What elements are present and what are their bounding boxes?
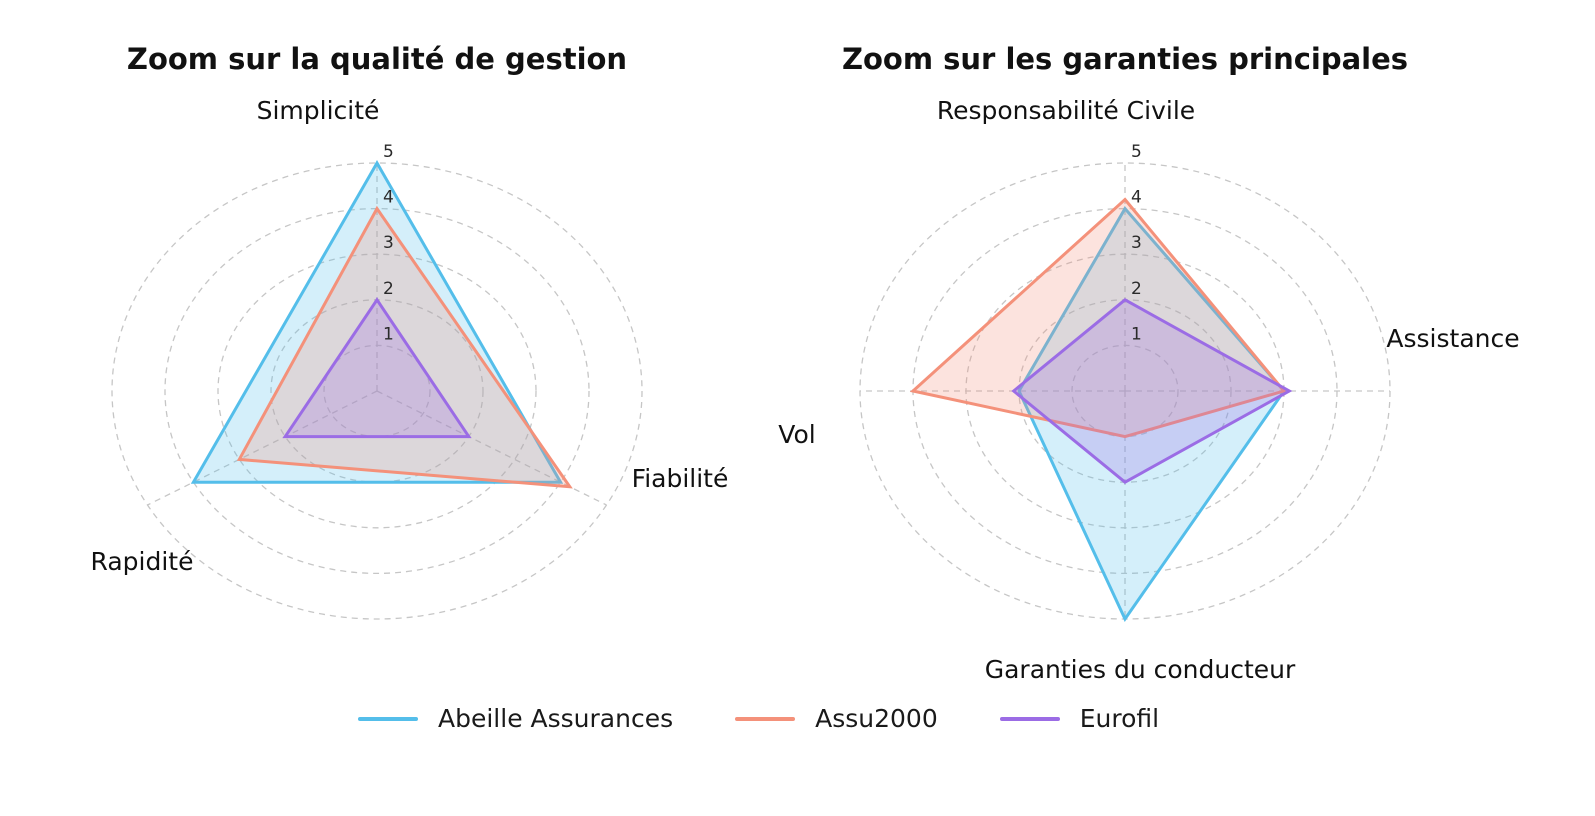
grid-ring-4: [164, 207, 590, 575]
series-polygon-abeille-assurances: [1017, 206, 1286, 622]
tick-label-3: 3: [1131, 233, 1142, 253]
axis-label-vol: Vol: [778, 420, 815, 449]
legend-line-sample: [735, 716, 796, 721]
series-polygon-assu2000: [909, 197, 1287, 439]
tick-label-4: 4: [1131, 188, 1142, 208]
series-polygon-abeille-assurances: [190, 159, 564, 484]
right-chart-title: Zoom sur les garanties principales: [841, 42, 1409, 76]
legend-item-eurofil[interactable]: Eurofil: [999, 704, 1160, 733]
legend-label: Eurofil: [1079, 704, 1160, 733]
legend-line-sample: [999, 716, 1060, 721]
legend-label: Abeille Assurances: [438, 704, 674, 733]
series-polygon-eurofil: [1011, 297, 1293, 485]
grid-ring-5: [111, 162, 643, 620]
tick-label-1: 1: [383, 324, 394, 344]
tick-label-1: 1: [1131, 324, 1142, 344]
series-polygon-assu2000: [236, 205, 573, 489]
tick-label-2: 2: [1131, 279, 1142, 299]
axis-label-assistance: Assistance: [1386, 324, 1519, 353]
legend-line-sample: [358, 716, 418, 721]
tick-label-2: 2: [383, 279, 394, 299]
axis-label-simplicité: Simplicité: [257, 96, 380, 125]
axis-spoke-2: [147, 390, 378, 506]
tick-label-3: 3: [383, 233, 394, 253]
axis-label-garanties-du-conducteur: Garanties du conducteur: [985, 655, 1296, 684]
axis-label-responsabilité-civile: Responsabilité Civile: [937, 96, 1195, 125]
tick-label-5: 5: [383, 142, 394, 162]
axis-label-fiabilité: Fiabilité: [632, 464, 729, 493]
left-chart-title: Zoom sur la qualité de gestion: [126, 42, 628, 76]
legend-item-assu2000[interactable]: Assu2000: [735, 704, 938, 733]
legend: Abeille Assurances Assu2000 Eurofil: [358, 704, 1221, 733]
tick-label-5: 5: [1131, 142, 1142, 162]
right-radar-chart: 1 2 3 4 5 Responsabilité Civile Assistance Gara…: [778, 96, 1519, 684]
legend-label: Assu2000: [815, 704, 938, 733]
legend-item-abeille-assurances[interactable]: Abeille Assurances: [358, 704, 673, 733]
axis-label-rapidité: Rapidité: [91, 547, 194, 576]
series-polygon-eurofil: [282, 297, 472, 439]
tick-label-4: 4: [383, 188, 394, 208]
